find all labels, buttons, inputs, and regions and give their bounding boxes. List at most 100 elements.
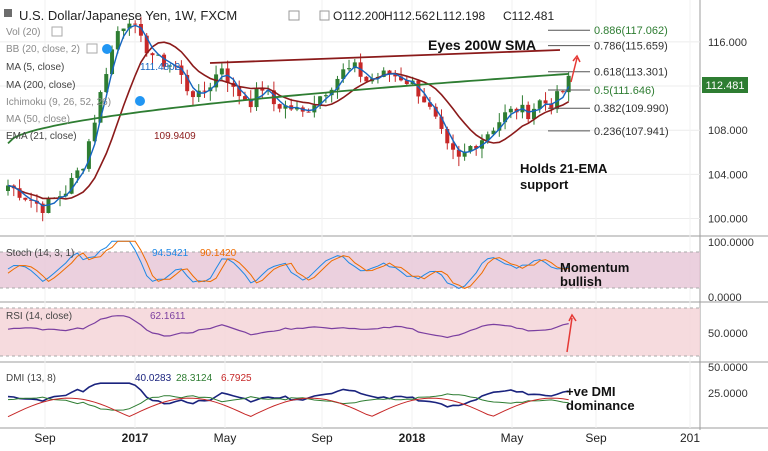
stoch-d-line [7,240,569,289]
legend-ichimoku-active-icon[interactable] [135,96,145,106]
ohlc-high: H112.562 [384,9,435,23]
legend-vol[interactable]: Vol (20) [6,27,40,38]
ohlc-low: L112.198 [436,9,485,23]
stoch-d-value: 90.1420 [200,248,237,259]
ohlc-close: C112.481 [503,9,554,23]
time-label-2: May [214,431,237,445]
candle-body [260,88,265,91]
legend-bb-active-icon[interactable] [102,44,112,54]
candle-body [381,70,386,77]
candle-body [508,108,513,113]
fib-label-1: 0.786(115.659) [594,41,668,53]
time-label-1: 2017 [122,431,149,445]
candle-body [503,112,508,123]
candle-body [110,49,115,75]
candle-body [81,168,86,171]
rsi-label[interactable]: RSI (14, close) [6,311,72,322]
legend-vol-eye-icon[interactable] [51,26,63,37]
legend-ichimoku[interactable]: Ichimoku (9, 26, 52, 26) [6,97,111,108]
candle-body [104,74,109,93]
legend-ma5[interactable]: MA (5, close) [6,62,64,73]
time-label-5: May [501,431,524,445]
candle-body [451,143,456,150]
candle-body [306,111,311,113]
price-tick-4: 116.000 [708,37,747,49]
legend-ma50[interactable]: MA (50, close) [6,114,70,125]
time-label-7: 201 [680,431,700,445]
time-label-0: Sep [34,431,56,445]
dmi-label[interactable]: DMI (13, 8) [6,373,56,384]
candle-body [416,80,421,97]
candle-body [422,96,427,103]
dmi-adx-value: 6.7925 [221,373,252,384]
candle-body [29,199,34,201]
current-price-text: 112.481 [706,80,745,92]
candle-body [462,151,467,157]
stoch-tick-0: 0.0000 [708,292,742,304]
legend-ema21[interactable]: EMA (21, close) [6,131,77,142]
dmi-minus-line [7,393,569,411]
candle-body [167,65,172,67]
ohlc-open: O112.200 [333,9,385,23]
candle-body [387,70,392,75]
stoch-label[interactable]: Stoch (14, 3, 1) [6,248,74,259]
candle-body [399,76,404,81]
chart-title: U.S. Dollar/Japanese Yen, 1W, FXCM [19,8,237,23]
legend-ma5-value: 111.4802 [140,62,181,73]
candle-body [185,74,190,92]
up-arrow-rsi [566,313,577,353]
stoch-k-line [7,240,569,289]
legend-bb-eye-icon[interactable] [86,43,98,54]
candle-body [86,141,91,169]
candle-body [219,68,224,75]
indicator-lines [7,24,570,418]
candle-body [445,128,450,144]
legend-ma200[interactable]: MA (200, close) [6,80,75,91]
stoch-tick-100: 100.0000 [708,237,754,249]
candle-body [17,188,22,198]
fib-label-3: 0.5(111.646) [594,85,655,97]
close-series-icon[interactable] [319,10,330,21]
time-label-6: Sep [585,431,607,445]
candle-body [162,54,167,67]
fib-label-0: 0.886(117.062) [594,25,668,37]
candle-body [121,28,126,32]
candle-body [543,100,548,104]
candle-body [364,76,369,82]
candle-body [335,78,340,90]
collapse-button[interactable] [4,9,12,17]
candle-body [190,91,195,98]
settings-icon[interactable] [288,10,300,21]
rsi-band-rect [0,308,700,356]
annotation-momentum-line1: Momentum [560,260,629,275]
candle-body [456,149,461,157]
candle-body [237,86,242,97]
ema21-line [7,41,570,200]
candle-body [485,134,490,141]
time-axis-labels: Sep 2017 May Sep 2018 May Sep 201 [34,431,700,445]
candle-body [549,103,554,110]
candle-body [23,197,28,200]
dmi-plus-line [7,382,569,408]
stoch-k-value: 94.5421 [152,248,189,259]
candle-body [318,96,323,106]
candle-body [537,100,542,109]
candle-body [474,146,479,149]
candle-body [347,68,352,70]
annotation-holds-21ema-line2: support [520,177,569,192]
legend-bb[interactable]: BB (20, close, 2) [6,44,80,55]
up-arrow-main [570,54,581,83]
price-tick-2: 108.000 [708,125,748,137]
candle-body [92,122,97,142]
time-label-4: 2018 [399,431,426,445]
candle-body [196,90,201,98]
header: U.S. Dollar/Japanese Yen, 1W, FXCM O112.… [4,8,554,23]
dmi-minus-value: 28.3124 [176,373,213,384]
annotation-holds-21ema-line1: Holds 21-EMA [520,161,608,176]
rsi-value: 62.1611 [150,311,186,322]
candle-body [404,80,409,85]
dmi-adx-line [7,397,569,418]
candle-body [468,146,473,152]
